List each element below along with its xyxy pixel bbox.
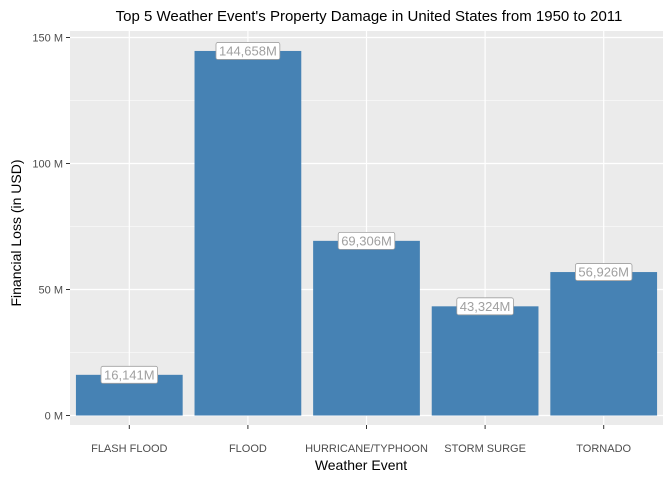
y-tick-label: 150 M [32,33,63,45]
y-tick-label: 50 M [39,285,63,297]
data-label: 69,306M [341,233,392,248]
bar-tornado [550,272,658,416]
bar-storm-surge [431,306,539,416]
data-label: 43,324M [460,299,511,314]
data-label-box [456,297,514,316]
x-axis-title: Weather Event [315,457,407,473]
x-tick-label: FLOOD [229,443,267,455]
data-label-group: 16,141M [100,365,158,384]
x-tick-label: HURRICANE/TYPHOON [305,443,428,455]
data-label: 144,658M [219,43,277,58]
x-tick-label: FLASH FLOOD [91,443,167,455]
data-label-group: 69,306M [337,231,396,250]
data-label-box [215,42,281,60]
data-label-group: 56,926M [575,263,633,281]
data-label-group: 144,658M [215,42,281,60]
y-tick-label: 100 M [32,159,63,171]
data-label: 56,926M [578,265,629,280]
x-tick-label: STORM SURGE [444,443,526,455]
y-axis-title: Financial Loss (in USD) [8,159,24,306]
x-tick-label: TORNADO [576,443,631,455]
data-label-box [337,231,396,250]
data-label-group: 43,324M [456,297,514,316]
y-tick-label: 0 M [45,411,63,423]
bar-flood [194,50,302,416]
data-label-box [100,365,158,384]
data-label: 16,141M [104,367,155,382]
chart-title: Top 5 Weather Event's Property Damage in… [116,8,623,25]
data-label-box [575,263,633,281]
bar-hurricane-typhoon [313,240,420,416]
